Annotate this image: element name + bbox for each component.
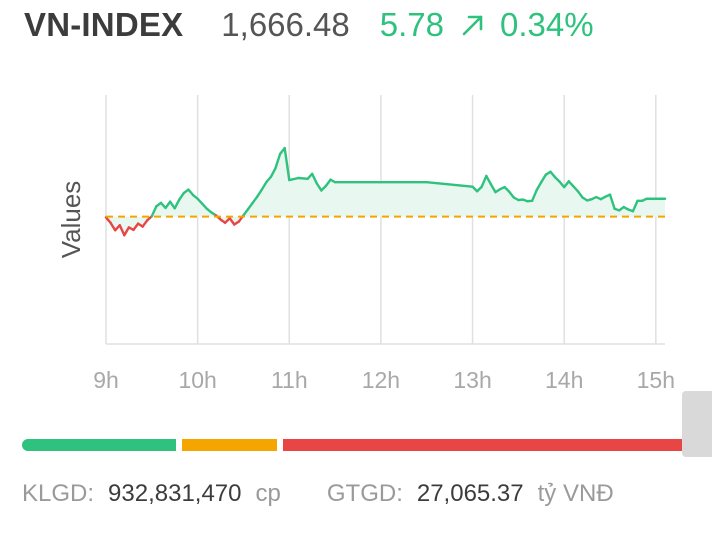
index-line-segment — [132, 222, 140, 232]
declining-bar — [283, 439, 691, 451]
x-tick-label: 9h — [93, 367, 119, 393]
index-line-segment — [530, 188, 538, 203]
x-tick-label: 11h — [271, 367, 308, 393]
index-line-segment — [228, 217, 236, 226]
index-line-segment — [173, 198, 181, 210]
index-line-segment — [480, 174, 488, 188]
index-line-segment — [324, 178, 332, 188]
index-line-segment — [242, 207, 250, 217]
klgd-value: 932,831,470 — [108, 480, 242, 507]
klgd-unit: cp — [255, 480, 281, 507]
index-line-segment — [315, 182, 323, 192]
intraday-chart: 9h 10h 11h 12h 13h 14h 15h Values — [56, 95, 675, 393]
gtgd-unit: tỷ VNĐ — [537, 480, 614, 507]
index-line-segment — [109, 221, 117, 232]
scroll-handle[interactable] — [682, 391, 712, 457]
index-line-segment — [562, 180, 570, 189]
index-line-segment — [608, 193, 616, 210]
index-line-segment — [297, 176, 309, 181]
index-line-segment — [283, 146, 291, 182]
index-line-segment — [508, 190, 515, 199]
trading-summary: KLGD: 932,831,470 cp GTGD: 27,065.37 tỷ VNĐ — [22, 480, 614, 508]
index-line-segment — [540, 173, 548, 184]
x-tick-label: 14h — [545, 367, 583, 393]
index-value: 1,666.48 — [221, 6, 350, 43]
arrow-up-right-icon — [460, 12, 486, 38]
index-line-segment — [489, 183, 497, 194]
index-line-segment — [260, 180, 268, 191]
x-tick-label: 15h — [637, 367, 675, 393]
index-line-segment — [310, 172, 318, 185]
index-line-segment — [288, 176, 300, 182]
index-line-segment — [246, 201, 254, 211]
y-axis-label: Values — [56, 181, 86, 259]
index-line-segment — [269, 166, 277, 178]
gtgd-value: 27,065.37 — [416, 480, 524, 507]
index-line-segment — [425, 180, 474, 188]
index-line-segment — [164, 200, 172, 210]
index-line-segment — [274, 152, 282, 170]
change-value: 5.78 — [379, 6, 444, 43]
index-line-segment — [576, 190, 584, 199]
index-line-segment — [178, 191, 186, 201]
index-line-segment — [118, 224, 126, 237]
unchanged-bar — [182, 439, 277, 451]
index-header: VN-INDEX 1,666.48 5.78 0.34% — [24, 0, 594, 50]
x-tick-label: 13h — [453, 367, 491, 393]
index-name: VN-INDEX — [24, 6, 184, 43]
x-tick-label: 10h — [178, 367, 216, 393]
index-line-segment — [141, 219, 149, 228]
x-tick-label: 12h — [362, 367, 400, 393]
index-line-segment — [123, 226, 131, 237]
gtgd-label: GTGD: — [326, 480, 403, 507]
index-line-segment — [150, 205, 158, 218]
index-line-segment — [256, 188, 263, 198]
index-line-segment — [485, 174, 493, 186]
index-line-segment — [631, 199, 639, 213]
advancing-bar — [22, 439, 176, 451]
klgd-label: KLGD: — [22, 480, 95, 507]
change-percent: 0.34% — [500, 6, 594, 43]
index-line-segment — [251, 195, 259, 205]
index-line-segment — [535, 180, 543, 192]
